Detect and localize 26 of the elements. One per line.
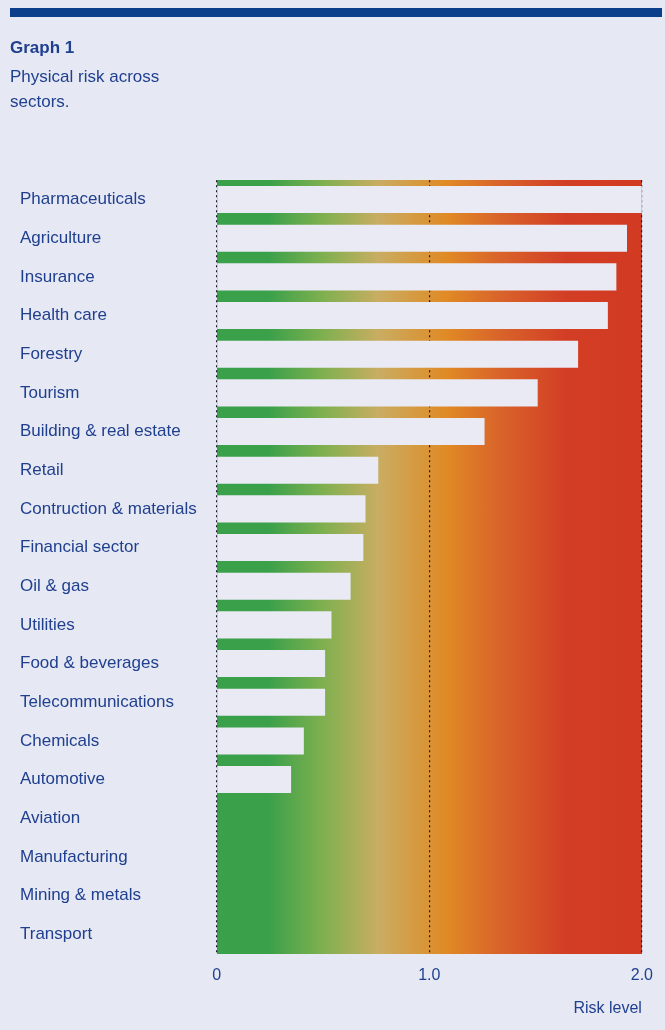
y-tick-label: Food & beverages <box>20 653 159 673</box>
y-tick-label: Financial sector <box>20 537 140 557</box>
y-tick-label: Forestry <box>20 343 83 363</box>
chart-subtitle: Physical risk across sectors. <box>10 66 161 113</box>
y-tick-label: Contruction & materials <box>20 498 197 518</box>
y-tick-label: Manufacturing <box>20 846 128 866</box>
y-tick-label: Building & real estate <box>20 421 181 441</box>
y-tick-label: Health care <box>20 305 107 325</box>
text: Graph 1 <box>10 38 75 58</box>
y-tick-label: Automotive <box>20 769 106 789</box>
y-tick-label: Utilities <box>20 614 75 634</box>
y-tick-label: Pharmaceuticals <box>20 189 146 209</box>
x-tick-label: 1.0 <box>418 965 441 983</box>
y-tick-label: Tourism <box>20 382 80 402</box>
y-tick-label: Agriculture <box>20 227 102 247</box>
y-tick-label: Oil & gas <box>20 575 89 595</box>
x-tick-label: 0 <box>212 965 222 983</box>
y-tick-label: Insurance <box>20 266 95 286</box>
x-axis-title: Risk level <box>573 998 642 1016</box>
y-tick-label: Transport <box>20 923 93 943</box>
x-tick-label: 2.0 <box>630 965 654 983</box>
y-tick-label: Mining & metals <box>20 885 141 905</box>
y-tick-label: Telecommunications <box>20 691 175 711</box>
y-tick-label: Aviation <box>20 807 81 827</box>
y-tick-label: Retail <box>20 459 64 479</box>
y-tick-label: Chemicals <box>20 730 100 750</box>
